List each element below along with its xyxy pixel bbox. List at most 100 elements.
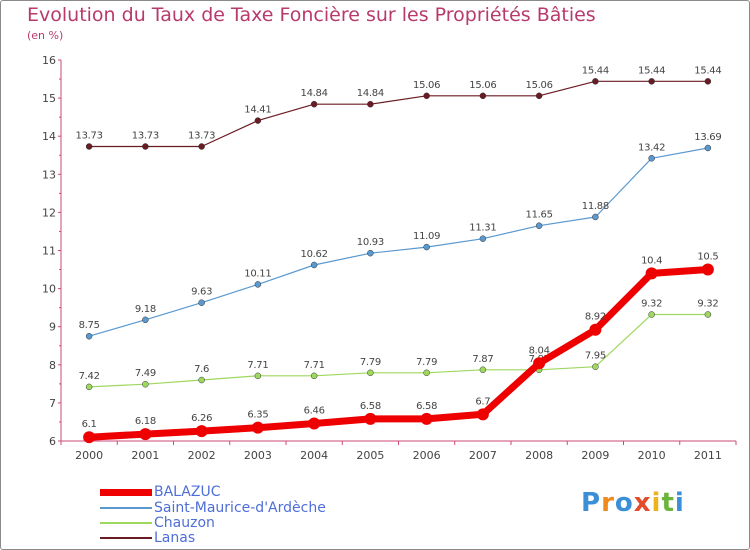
y-tick-label: 10 [42, 283, 56, 296]
x-tick-label: 2000 [75, 449, 103, 462]
data-point-chauzon [310, 372, 318, 380]
data-point-balazuc [364, 412, 377, 425]
data-label-chauzon: 7.95 [585, 351, 606, 362]
data-label-saint-maurice-d-ard-che: 11.65 [526, 210, 553, 221]
data-label-lanas: 15.06 [413, 80, 440, 91]
data-label-lanas: 13.73 [188, 130, 215, 141]
data-point-saint-maurice-d-ard-che [367, 249, 374, 257]
data-label-lanas: 15.44 [694, 65, 721, 76]
data-label-lanas: 15.44 [638, 65, 665, 76]
data-label-balazuc: 6.18 [135, 416, 156, 427]
y-tick-label: 8 [49, 359, 56, 372]
data-point-lanas [592, 78, 599, 85]
data-label-balazuc: 6.58 [360, 401, 381, 412]
data-point-saint-maurice-d-ard-che [254, 281, 262, 288]
logo-letter: t [661, 488, 675, 518]
y-tick-label: 9 [49, 321, 56, 334]
data-point-lanas [198, 143, 205, 150]
data-point-chauzon [85, 383, 93, 391]
legend-swatch-chauzon [100, 522, 152, 524]
y-tick-label: 13 [42, 168, 56, 181]
data-label-balazuc: 6.26 [191, 413, 212, 424]
logo-letter: r [601, 488, 615, 518]
x-tick-label: 2002 [188, 449, 216, 462]
data-label-saint-maurice-d-ard-che: 9.63 [191, 287, 212, 298]
data-label-saint-maurice-d-ard-che: 10.11 [244, 268, 271, 279]
y-tick-label: 12 [42, 206, 56, 219]
data-label-balazuc: 6.46 [304, 405, 325, 416]
data-point-saint-maurice-d-ard-che [85, 332, 93, 340]
data-label-saint-maurice-d-ard-che: 10.93 [357, 237, 384, 248]
data-point-chauzon [592, 363, 599, 370]
data-label-chauzon: 7.79 [416, 357, 437, 368]
data-label-balazuc: 6.7 [475, 396, 490, 407]
data-label-lanas: 15.06 [469, 80, 496, 91]
data-point-lanas [310, 100, 318, 108]
data-label-saint-maurice-d-ard-che: 11.31 [469, 223, 496, 234]
x-tick-label: 2009 [581, 449, 609, 462]
y-tick-label: 15 [42, 92, 56, 105]
series-line-saint-maurice-d-ard-che [88, 147, 709, 337]
data-point-lanas [648, 78, 655, 85]
data-point-lanas [367, 100, 374, 108]
x-tick-label: 2003 [244, 449, 272, 462]
legend-swatch-balazuc [100, 488, 152, 496]
data-label-saint-maurice-d-ard-che: 11.88 [582, 201, 609, 212]
data-point-chauzon [254, 372, 262, 380]
data-point-chauzon [423, 369, 430, 377]
data-point-chauzon [142, 380, 149, 388]
data-label-balazuc: 6.35 [247, 410, 268, 421]
legend-swatch-lanas [100, 537, 152, 539]
y-tick-label: 7 [49, 397, 56, 410]
data-point-balazuc [645, 267, 658, 280]
data-label-saint-maurice-d-ard-che: 8.75 [79, 320, 100, 331]
data-point-lanas [535, 92, 543, 100]
data-label-lanas: 15.44 [582, 65, 609, 76]
data-label-saint-maurice-d-ard-che: 10.62 [301, 249, 328, 260]
data-label-chauzon: 9.32 [697, 299, 718, 310]
data-point-lanas [479, 92, 487, 100]
data-point-balazuc [420, 412, 433, 425]
data-point-saint-maurice-d-ard-che [198, 299, 205, 306]
data-label-lanas: 14.84 [301, 88, 328, 99]
legend-label-saint-maurice: Saint-Maurice-d'Ardèche [154, 500, 326, 516]
data-point-saint-maurice-d-ard-che [648, 155, 655, 162]
data-point-balazuc [139, 428, 152, 441]
data-point-chauzon [648, 311, 655, 318]
data-label-saint-maurice-d-ard-che: 13.69 [694, 132, 721, 143]
data-label-chauzon: 7.87 [472, 354, 493, 365]
data-point-saint-maurice-d-ard-che [310, 261, 318, 269]
y-tick-label: 16 [42, 54, 56, 67]
data-label-balazuc: 10.5 [697, 252, 718, 263]
data-label-chauzon: 7.6 [194, 364, 209, 375]
legend-label-lanas: Lanas [154, 530, 196, 546]
data-point-chauzon [198, 376, 205, 384]
data-point-saint-maurice-d-ard-che [535, 222, 543, 229]
data-point-balazuc [701, 263, 714, 276]
data-label-chauzon: 7.79 [360, 357, 381, 368]
data-label-lanas: 15.06 [526, 80, 553, 91]
y-tick-label: 11 [42, 245, 56, 258]
x-tick-label: 2006 [413, 449, 441, 462]
x-tick-label: 2010 [638, 449, 666, 462]
data-point-balazuc [476, 408, 489, 421]
legend-item-saint-maurice: Saint-Maurice-d'Ardèche [100, 501, 326, 515]
data-point-lanas [85, 143, 93, 150]
x-tick-label: 2004 [300, 449, 328, 462]
data-point-lanas [142, 143, 149, 150]
y-tick-label: 6 [49, 435, 56, 448]
data-point-balazuc [308, 417, 321, 430]
data-point-balazuc [533, 357, 546, 370]
legend-swatch-saint-maurice [100, 507, 152, 509]
data-label-chauzon: 7.49 [135, 368, 156, 379]
data-point-chauzon [367, 369, 374, 377]
x-tick-label: 2011 [694, 449, 722, 462]
data-point-balazuc [251, 421, 264, 434]
x-tick-label: 2008 [525, 449, 553, 462]
data-label-chauzon: 9.32 [641, 299, 662, 310]
data-point-balazuc [195, 425, 208, 438]
data-label-chauzon: 7.42 [79, 371, 100, 382]
data-label-lanas: 13.73 [132, 130, 159, 141]
data-point-saint-maurice-d-ard-che [142, 316, 149, 324]
